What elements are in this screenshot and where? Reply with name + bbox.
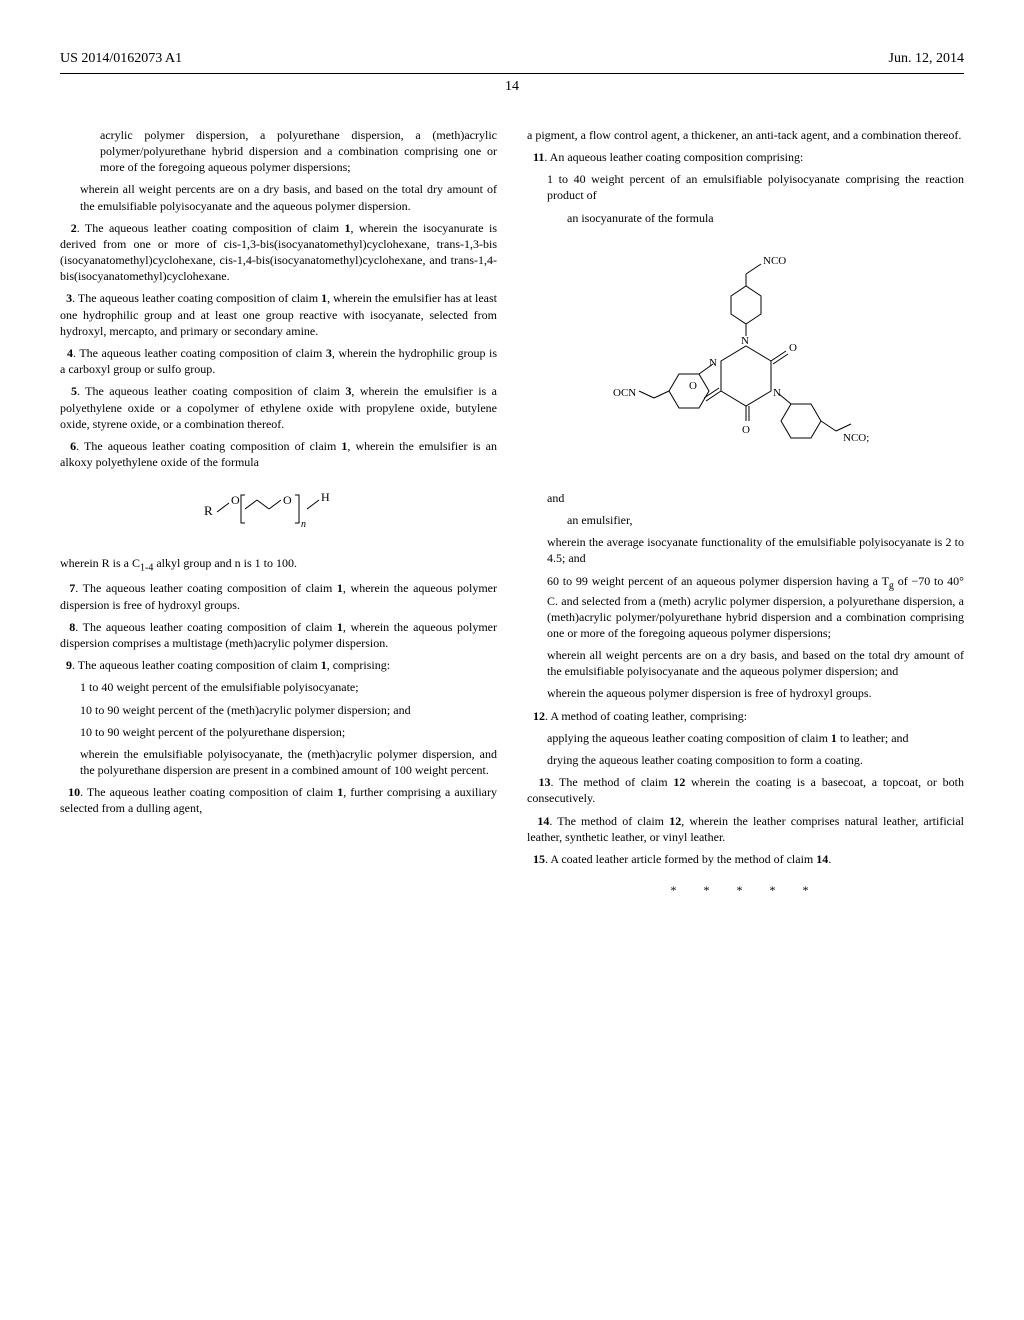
claim-3: 3. The aqueous leather coating compositi… [60,290,497,339]
claim-7: 7. The aqueous leather coating compositi… [60,580,497,612]
claim-11-a1: an isocyanurate of the formula [527,210,964,226]
claim-11-b: an emulsifier, [527,512,964,528]
claim-4: 4. The aqueous leather coating compositi… [60,345,497,377]
claim-11-and: and [527,490,964,506]
svg-text:n: n [301,519,306,530]
text-columns: acrylic polymer dispersion, a polyuretha… [60,127,964,899]
svg-text:NCO: NCO [763,255,786,267]
svg-text:OCN: OCN [613,387,636,399]
claim-11-number: 11 [533,150,544,164]
claim-10-number: 10 [68,785,80,799]
right-column: a pigment, a flow control agent, a thick… [527,127,964,899]
svg-text:R: R [204,503,213,518]
claim-12-b: drying the aqueous leather coating compo… [527,752,964,768]
claim-11-c: wherein the average isocyanate functiona… [527,534,964,566]
claim-1-continuation-a: acrylic polymer dispersion, a polyuretha… [60,127,497,176]
claim-11-d: 60 to 99 weight percent of an aqueous po… [527,573,964,641]
claim-9: 9. The aqueous leather coating compositi… [60,657,497,673]
svg-text:O: O [231,493,240,507]
svg-text:H: H [321,490,330,504]
claim-9-a: 1 to 40 weight percent of the emulsifiab… [60,679,497,695]
claim-1-continuation-b: wherein all weight percents are on a dry… [60,181,497,213]
end-asterisks: * * * * * [527,882,964,898]
claim-5: 5. The aqueous leather coating compositi… [60,383,497,432]
claim-13: 13. The method of claim 12 wherein the c… [527,774,964,806]
claim-13-number: 13 [539,775,551,789]
claim-14-number: 14 [537,814,549,828]
claim-12: 12. A method of coating leather, compris… [527,708,964,724]
svg-text:N: N [741,335,749,347]
claim-9-b: 10 to 90 weight percent of the (meth)acr… [60,702,497,718]
claim-12-number: 12 [533,709,545,723]
claim-11-e: wherein all weight percents are on a dry… [527,647,964,679]
left-column: acrylic polymer dispersion, a polyuretha… [60,127,497,899]
svg-text:N: N [773,387,781,399]
claim-6-post: wherein R is a C1-4 alkyl group and n is… [60,555,497,575]
claim-11: 11. An aqueous leather coating compositi… [527,149,964,165]
svg-text:O: O [742,424,750,436]
publication-date: Jun. 12, 2014 [889,50,964,69]
claim-2: 2. The aqueous leather coating compositi… [60,220,497,285]
svg-text:N: N [709,357,717,369]
svg-text:O: O [789,342,797,354]
claim-9-c: 10 to 90 weight percent of the polyureth… [60,724,497,740]
claim-8: 8. The aqueous leather coating compositi… [60,619,497,651]
claim-14: 14. The method of claim 12, wherein the … [527,813,964,845]
isocyanurate-structure: N N N O O O [527,236,964,480]
claim-12-a: applying the aqueous leather coating com… [527,730,964,746]
claim-15-number: 15 [533,852,545,866]
svg-text:O: O [689,380,697,392]
claim-11-f: wherein the aqueous polymer dispersion i… [527,685,964,701]
svg-text:O: O [283,493,292,507]
svg-text:NCO;: NCO; [843,432,869,444]
alkoxy-formula: R O O n H [60,485,497,539]
publication-number: US 2014/0162073 A1 [60,50,182,69]
page-number: 14 [60,78,964,97]
claim-9-d: wherein the emulsifiable polyisocyanate,… [60,746,497,778]
claim-15: 15. A coated leather article formed by t… [527,851,964,867]
claim-10: 10. The aqueous leather coating composit… [60,784,497,816]
claim-6: 6. The aqueous leather coating compositi… [60,438,497,470]
claim-11-a: 1 to 40 weight percent of an emulsifiabl… [527,171,964,203]
page-header: US 2014/0162073 A1 Jun. 12, 2014 [60,50,964,74]
claim-10-continuation: a pigment, a flow control agent, a thick… [527,127,964,143]
